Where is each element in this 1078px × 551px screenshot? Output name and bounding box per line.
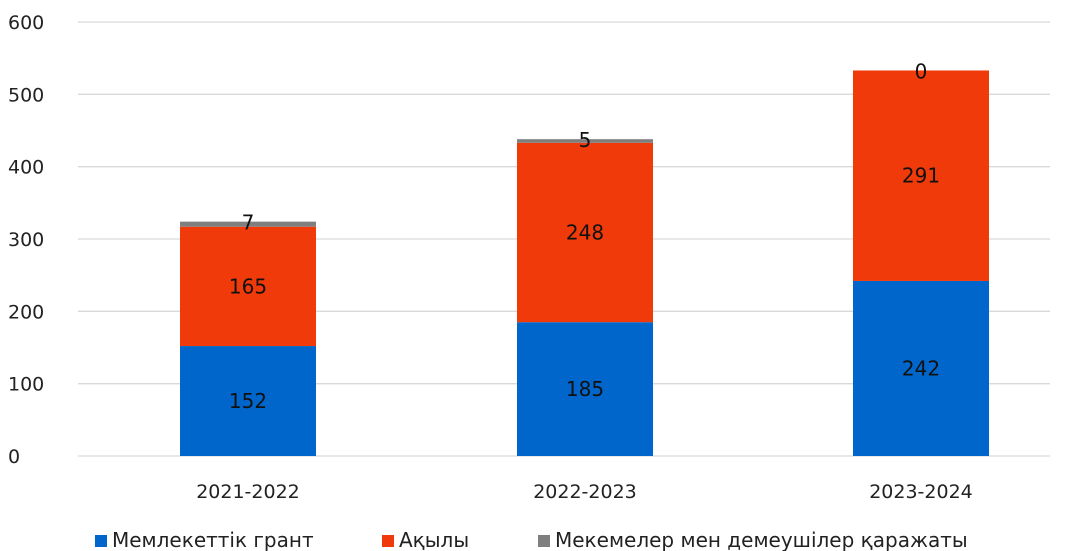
bars [180,70,989,456]
x-category-label: 2023-2024 [869,481,973,503]
y-tick-label: 100 [8,374,44,396]
bar-segment-2021-2022-series-0 [180,346,316,456]
data-label-2021-2022-series-1: 165 [229,274,267,298]
y-tick-label: 600 [8,12,44,34]
x-axis-categories: 2021-2022 2022-2023 2023-2024 [196,481,973,503]
legend-item-1: Ақылы [382,528,469,551]
y-axis-ticks: 0 100 200 300 400 500 600 [8,12,44,468]
data-label-2022-2023-series-0: 185 [566,377,604,401]
y-tick-label: 500 [8,84,44,106]
legend-item-2: Мекемелер мен демеушілер қаражаты [538,528,968,551]
legend-swatch [538,535,550,547]
data-label-2023-2024-series-1: 291 [902,164,940,188]
y-tick-label: 200 [8,301,44,323]
x-category-label: 2021-2022 [196,481,300,503]
bar-segment-2023-2024-series-0 [853,280,989,456]
data-label-2021-2022-series-2: 7 [242,211,255,235]
bar-segment-2021-2022-series-1 [180,226,316,347]
bar-segment-2021-2022-series-2 [180,221,316,227]
y-tick-label: 0 [8,446,20,468]
data-label-2022-2023-series-2: 5 [579,128,592,152]
data-label-2023-2024-series-2: 0 [915,59,928,83]
data-label-2022-2023-series-1: 248 [566,220,604,244]
data-label-2021-2022-series-0: 152 [229,389,267,413]
legend-swatch [382,535,394,547]
bar-segment-2022-2023-series-2 [517,139,653,143]
legend: Мемлекеттік грант Ақылы Мекемелер мен деме… [95,528,968,551]
bar-segment-2023-2024-series-1 [853,70,989,281]
data-labels: 152 165 7 185 248 5 242 291 0 [229,59,940,413]
bar-segment-2022-2023-series-1 [517,142,653,323]
legend-label: Ақылы [399,528,469,551]
legend-label: Мекемелер мен демеушілер қаражаты [555,528,968,551]
y-tick-label: 300 [8,229,44,251]
legend-swatch [95,535,107,547]
y-tick-label: 400 [8,157,44,179]
legend-label: Мемлекеттік грант [112,528,314,551]
legend-item-0: Мемлекеттік грант [95,528,314,551]
x-category-label: 2022-2023 [533,481,637,503]
bar-segment-2022-2023-series-0 [517,322,653,456]
data-label-2023-2024-series-0: 242 [902,356,940,380]
